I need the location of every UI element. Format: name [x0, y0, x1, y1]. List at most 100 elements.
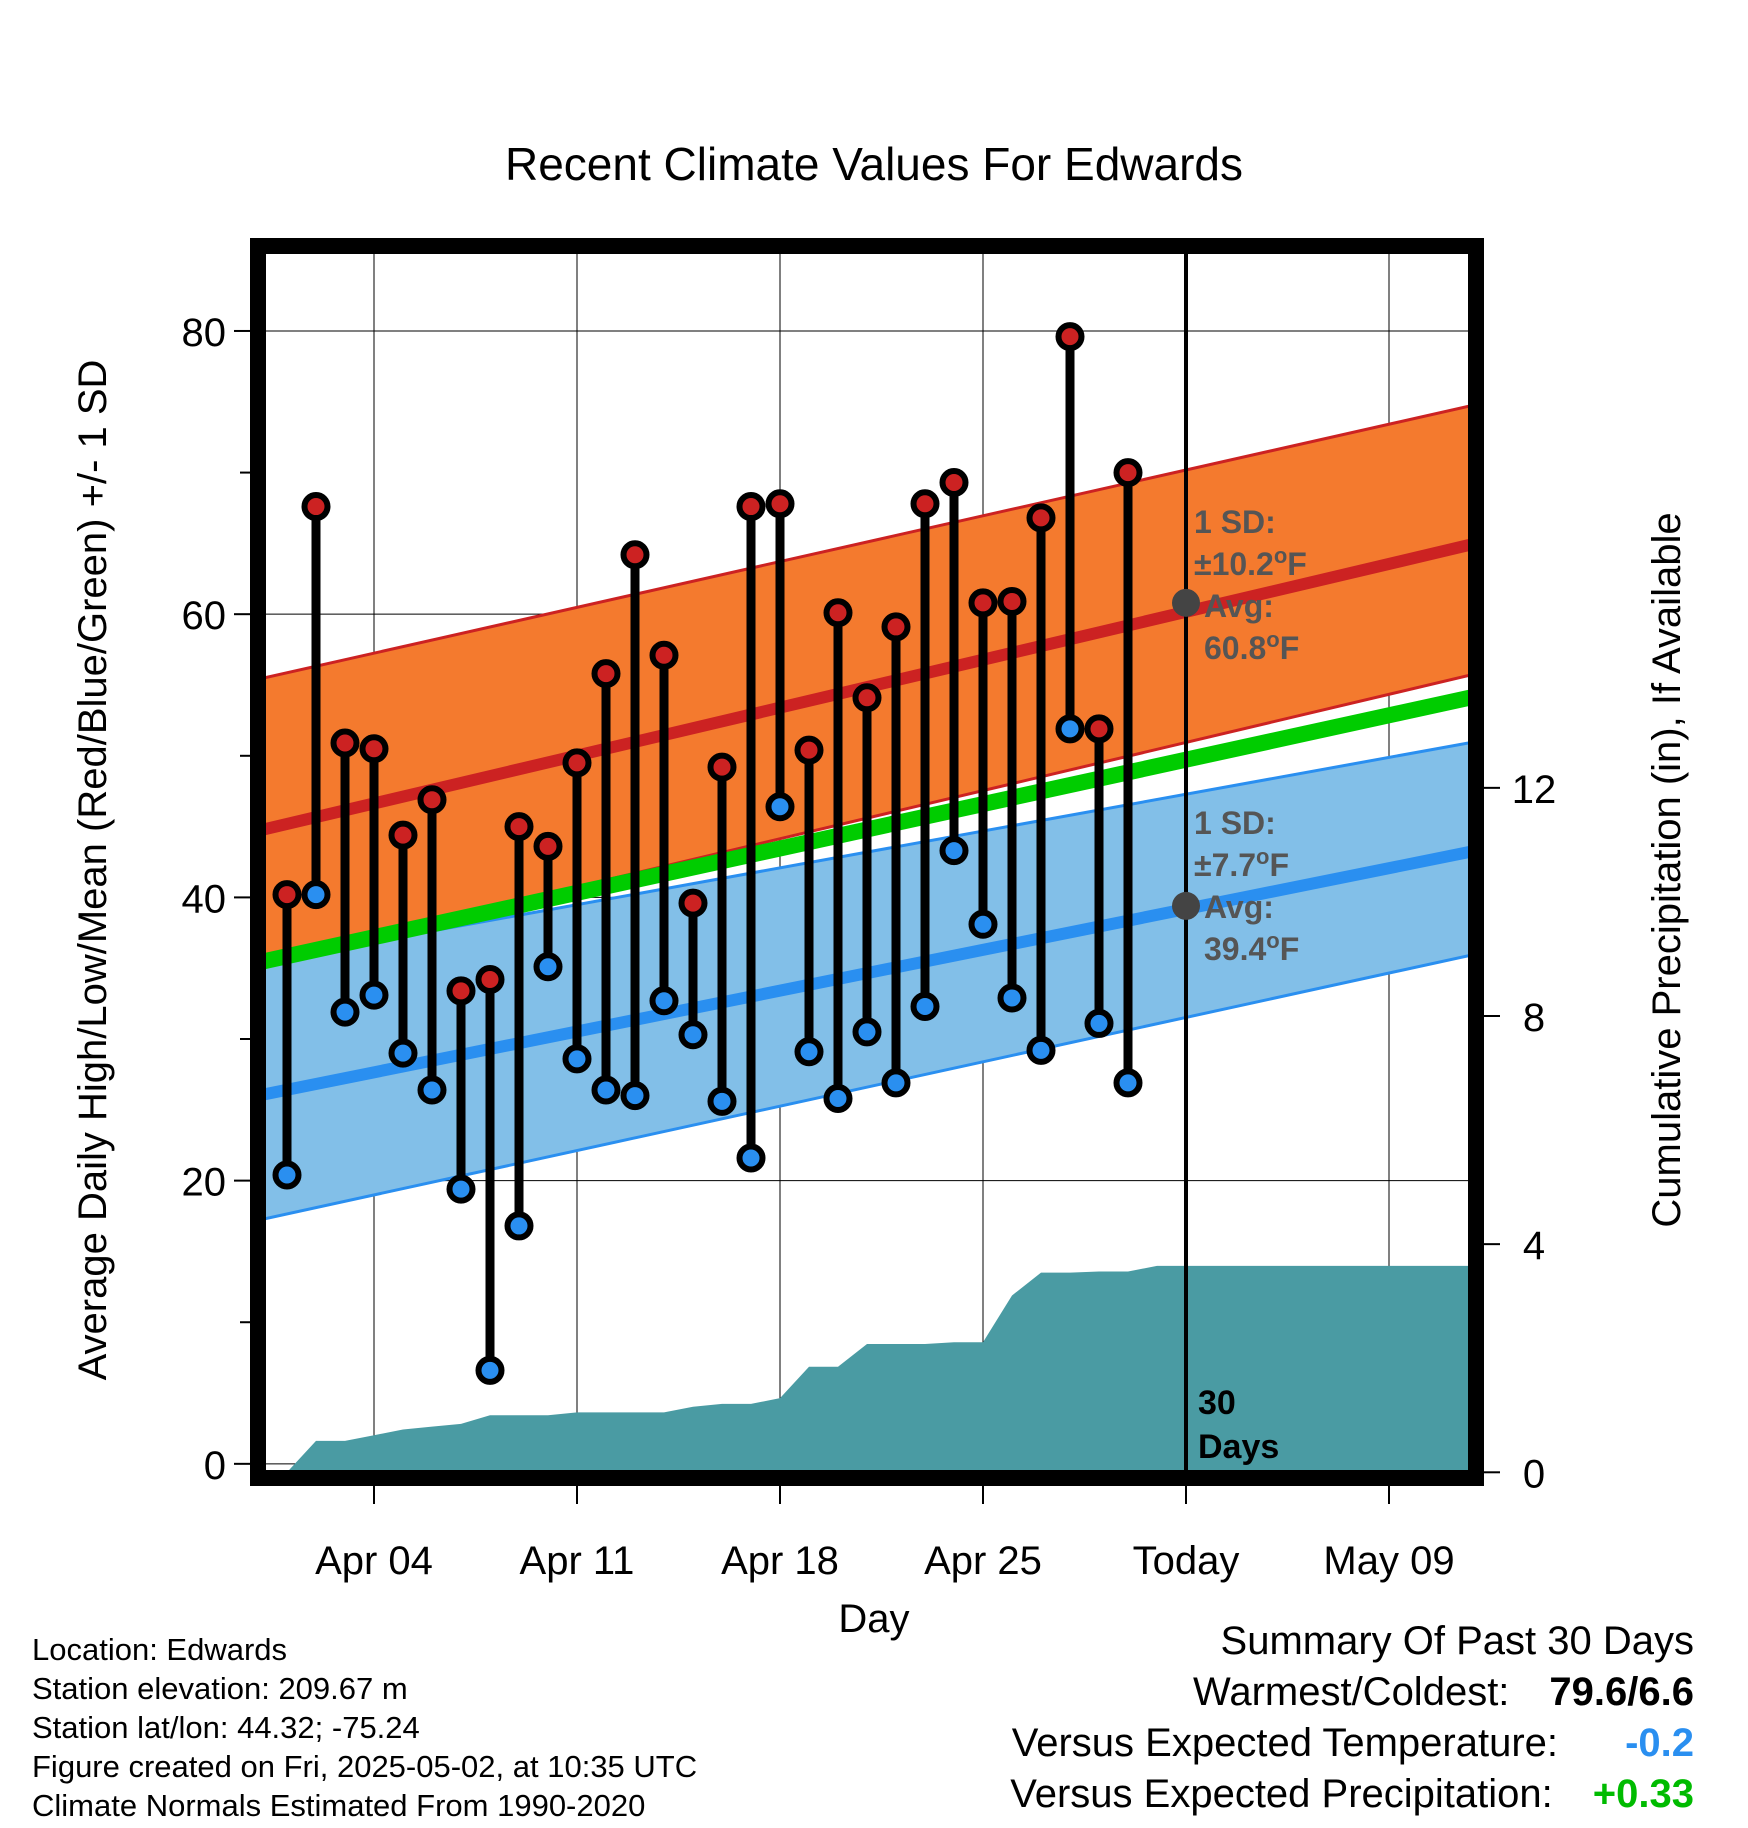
- daily-low-point: [1026, 1035, 1056, 1065]
- right-tick-label-2: 8: [1523, 996, 1545, 1040]
- x-axis-label: Day: [838, 1597, 909, 1641]
- created-text: Figure created on Fri, 2025-05-02, at 10…: [32, 1749, 698, 1784]
- summary-warmest-row: Warmest/Coldest: 79.6/6.6: [1010, 1667, 1694, 1718]
- daily-low-point: [678, 1020, 708, 1050]
- daily-high-point: [1113, 458, 1143, 488]
- daily-low-point: [562, 1044, 592, 1074]
- daily-low-point: [997, 983, 1027, 1013]
- daily-high-point: [852, 683, 882, 713]
- daily-high-point: [562, 748, 592, 778]
- daily-high-point: [301, 492, 331, 522]
- daily-high-point: [736, 492, 766, 522]
- daily-low-point: [939, 836, 969, 866]
- daily-low-point: [1113, 1068, 1143, 1098]
- normals-text: Climate Normals Estimated From 1990-2020: [32, 1788, 646, 1823]
- daily-low-point: [881, 1068, 911, 1098]
- daily-high-point: [475, 965, 505, 995]
- x-tick-label-4: Today: [1133, 1539, 1240, 1583]
- latlon-text: Station lat/lon: 44.32; -75.24: [32, 1710, 420, 1745]
- daily-low-point: [272, 1160, 302, 1190]
- x-tick-label-0: Apr 04: [315, 1539, 433, 1583]
- daily-high-point: [997, 586, 1027, 616]
- high-avg-number: 60.8: [1204, 630, 1266, 666]
- low-sd-value: ±7.7oF: [1194, 844, 1289, 883]
- left-tick-label-2: 40: [182, 877, 227, 921]
- daily-low-point: [475, 1355, 505, 1385]
- location-text: Location: Edwards: [32, 1632, 288, 1667]
- daily-high-point: [1055, 322, 1085, 352]
- summary-title: Summary Of Past 30 Days: [1220, 1619, 1694, 1663]
- daily-low-point: [852, 1017, 882, 1047]
- daily-high-point: [1084, 714, 1114, 744]
- daily-high-point: [446, 976, 476, 1006]
- left-tick-label-4: 80: [182, 311, 227, 355]
- daily-high-point: [968, 588, 998, 618]
- summary-panel: Summary Of Past 30 Days Warmest/Coldest:…: [1010, 1616, 1694, 1820]
- daily-low-point: [649, 986, 679, 1016]
- daily-low-point: [707, 1086, 737, 1116]
- daily-low-point: [417, 1075, 447, 1105]
- x-tick-label-3: Apr 25: [924, 1539, 1042, 1583]
- station-info: Location: Edwards Station elevation: 209…: [32, 1630, 697, 1825]
- right-tick-label-1: 4: [1523, 1224, 1545, 1268]
- high-sd-degree: o: [1274, 543, 1287, 568]
- daily-low-point: [968, 909, 998, 939]
- daily-low-point: [794, 1037, 824, 1067]
- daily-high-point: [823, 598, 853, 628]
- temp-label: Versus Expected Temperature:: [1011, 1721, 1558, 1765]
- high-sd-label: 1 SD:: [1194, 504, 1276, 540]
- daily-high-point: [707, 752, 737, 782]
- right-tick-label-0: 0: [1523, 1452, 1545, 1496]
- low-avg-number: 39.4: [1204, 931, 1266, 967]
- high-avg-unit: F: [1280, 630, 1300, 666]
- daily-low-point: [504, 1211, 534, 1241]
- daily-high-point: [330, 728, 360, 758]
- elevation-text: Station elevation: 209.67 m: [32, 1671, 408, 1706]
- left-tick-label-0: 0: [204, 1444, 226, 1488]
- daily-high-point: [591, 659, 621, 689]
- daily-high-point: [533, 831, 563, 861]
- summary-precip-row: Versus Expected Precipitation: +0.33: [1010, 1769, 1694, 1820]
- daily-low-point: [301, 880, 331, 910]
- chart-title: Recent Climate Values For Edwards: [505, 138, 1243, 190]
- low-avg-label: Avg:: [1204, 889, 1274, 925]
- daily-high-point: [1026, 503, 1056, 533]
- daily-low-point: [359, 980, 389, 1010]
- daily-high-point: [794, 735, 824, 765]
- daily-high-point: [765, 489, 795, 519]
- x-tick-label-5: May 09: [1323, 1539, 1454, 1583]
- daily-low-point: [736, 1143, 766, 1173]
- high-sd-number: ±10.2: [1194, 546, 1274, 582]
- warmest-label: Warmest/Coldest:: [1193, 1670, 1510, 1714]
- high-avg-degree: o: [1266, 627, 1279, 652]
- low-sd-label: 1 SD:: [1194, 805, 1276, 841]
- high-normal-today-marker: [1172, 588, 1200, 617]
- low-sd-degree: o: [1256, 844, 1269, 869]
- daily-high-point: [417, 785, 447, 815]
- daily-low-point: [1084, 1008, 1114, 1038]
- warmest-value: 79.6/6.6: [1549, 1670, 1694, 1714]
- plot-frame: [250, 238, 1484, 1486]
- low-sd-number: ±7.7: [1194, 847, 1256, 883]
- daily-high-point: [620, 540, 650, 570]
- daily-high-point: [272, 880, 302, 910]
- high-avg-value: 60.8oF: [1204, 627, 1299, 666]
- daily-low-point: [533, 952, 563, 982]
- high-avg-label: Avg:: [1204, 588, 1274, 624]
- daily-low-point: [330, 997, 360, 1027]
- daily-low-point: [388, 1038, 418, 1068]
- low-avg-degree: o: [1266, 928, 1279, 953]
- high-sd-value: ±10.2oF: [1194, 543, 1307, 582]
- daily-low-point: [823, 1083, 853, 1113]
- low-avg-unit: F: [1280, 931, 1300, 967]
- daily-high-point: [678, 888, 708, 918]
- left-tick-label-1: 20: [182, 1161, 227, 1205]
- daily-high-point: [881, 612, 911, 642]
- high-upper-line: [258, 403, 1476, 681]
- high-sd-unit: F: [1287, 546, 1307, 582]
- daily-low-point: [446, 1174, 476, 1204]
- precip-value: +0.33: [1592, 1772, 1694, 1816]
- daily-high-point: [359, 734, 389, 764]
